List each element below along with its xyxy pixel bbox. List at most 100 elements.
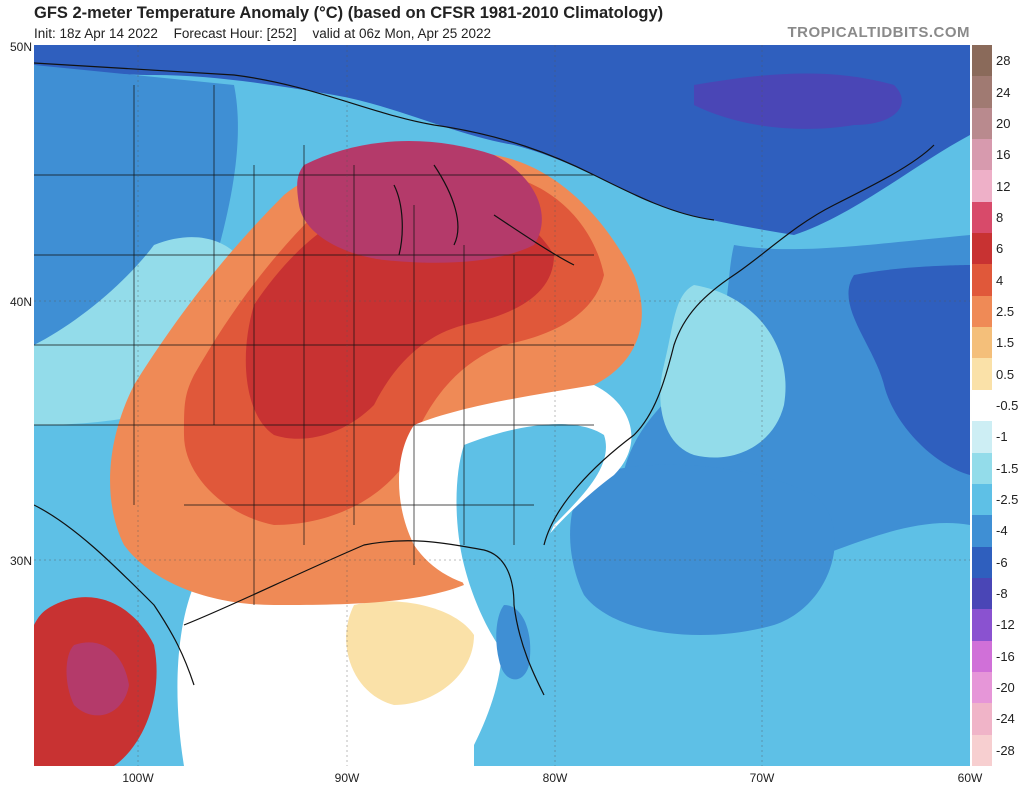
mexico-hot — [66, 642, 129, 716]
colorbar-level: 28 — [972, 45, 1022, 77]
great-lakes-outline — [393, 164, 575, 266]
great-lakes-hot — [297, 141, 542, 263]
map-canvas — [34, 45, 970, 766]
colorbar-label: 12 — [996, 178, 1011, 194]
colorbar-level: -20 — [972, 671, 1022, 704]
colorbar-label: 0.5 — [996, 366, 1015, 382]
northeast-coldest — [694, 73, 902, 129]
colorbar-label: -4 — [996, 523, 1008, 539]
colorbar-label: -20 — [996, 680, 1015, 696]
colorbar-level: 0.5 — [972, 358, 1022, 390]
lon-label-100w: 100W — [122, 771, 154, 785]
colorbar-label: 1.5 — [996, 335, 1015, 351]
colorbar-swatch — [972, 327, 992, 359]
colorbar-label: -6 — [996, 554, 1008, 570]
colorbar-label: 8 — [996, 209, 1004, 225]
init-time: Init: 18z Apr 14 2022 — [34, 26, 158, 41]
colorbar-label: 24 — [996, 84, 1011, 100]
map-title: GFS 2-meter Temperature Anomaly (°C) (ba… — [34, 4, 664, 22]
colorbar-swatch — [972, 452, 992, 484]
colorbar-label: 2.5 — [996, 303, 1015, 319]
subtropical-cold-pool — [570, 464, 835, 635]
coastline-gulf — [183, 540, 545, 696]
colorbar-label: -8 — [996, 586, 1008, 602]
colorbar-level: 6 — [972, 233, 1022, 265]
colorbar-level: -1 — [972, 421, 1022, 453]
colorbar-swatch — [972, 295, 992, 328]
border-canada — [34, 62, 715, 221]
colorbar-swatch — [972, 264, 992, 296]
colorbar-label: -28 — [996, 742, 1015, 758]
lon-label-80w: 80W — [542, 771, 568, 785]
colorbar-level: 16 — [972, 139, 1022, 171]
colorbar-swatch — [972, 45, 992, 77]
colorbar-level: -16 — [972, 640, 1022, 672]
colorbar-swatch — [972, 76, 992, 108]
florida-cold — [496, 605, 531, 680]
colorbar-label: 6 — [996, 241, 1004, 257]
colorbar-swatch — [972, 358, 992, 390]
lon-label-70w: 70W — [749, 771, 775, 785]
anomaly-map — [34, 45, 970, 766]
coastline-atlantic — [543, 144, 935, 546]
colorbar-swatch — [972, 640, 992, 672]
colorbar-label: -16 — [996, 648, 1015, 664]
colorbar-level: -2.5 — [972, 483, 1022, 516]
gulf-pale — [346, 601, 474, 705]
colorbar-label: -2.5 — [996, 492, 1019, 508]
colorbar-swatch — [972, 233, 992, 265]
colorbar-swatch — [972, 515, 992, 547]
colorbar-level: -1.5 — [972, 452, 1022, 484]
map-subtitle: Init: 18z Apr 14 2022 Forecast Hour: [25… — [34, 26, 503, 41]
colorbar-swatch — [972, 389, 992, 422]
colorbar-level: 1.5 — [972, 327, 1022, 359]
colorbar-level: 8 — [972, 201, 1022, 234]
state-borders — [34, 85, 634, 605]
colorbar-swatch — [972, 107, 992, 140]
colorbar-level: 12 — [972, 170, 1022, 202]
colorbar-level: -28 — [972, 734, 1022, 766]
atlantic-deep-cold — [848, 265, 970, 475]
colorbar-swatch — [972, 734, 992, 766]
colorbar-legend: 28 24 20 16 12 8 6 4 2.5 1.5 0.5 -0.5 -1 -1.5 -2.5 -4 -6… — [972, 45, 1022, 766]
colorbar-label: -1 — [996, 429, 1008, 445]
colorbar-swatch — [972, 421, 992, 453]
plains-cool-light — [34, 237, 254, 425]
colorbar-swatch — [972, 546, 992, 578]
lat-label-30n: 30N — [9, 554, 32, 568]
colorbar-swatch — [972, 201, 992, 234]
lat-lon-grid — [34, 45, 970, 766]
colorbar-level: -24 — [972, 703, 1022, 735]
map-boundaries — [34, 62, 935, 696]
forecast-hour: Forecast Hour: [252] — [173, 26, 297, 41]
colorbar-label: -12 — [996, 617, 1015, 633]
southeast-cool — [456, 424, 606, 665]
lon-label-60w: 60W — [957, 771, 983, 785]
site-credit: TROPICALTIDBITS.COM — [787, 24, 970, 41]
colorbar-swatch — [972, 483, 992, 516]
colorbar-label: 4 — [996, 272, 1004, 288]
colorbar-level: -4 — [972, 515, 1022, 547]
colorbar-swatch — [972, 577, 992, 610]
colorbar-label: 20 — [996, 115, 1011, 131]
colorbar-level: 2.5 — [972, 295, 1022, 328]
colorbar-swatch — [972, 703, 992, 735]
colorbar-label: 28 — [996, 53, 1011, 69]
colorbar-level: 4 — [972, 264, 1022, 296]
colorbar-level: -8 — [972, 577, 1022, 610]
colorbar-swatch — [972, 609, 992, 641]
coastal-cool — [660, 285, 786, 458]
lon-label-90w: 90W — [334, 771, 360, 785]
colorbar-swatch — [972, 671, 992, 704]
colorbar-swatch — [972, 139, 992, 171]
colorbar-level: -6 — [972, 546, 1022, 578]
colorbar-level: -0.5 — [972, 389, 1022, 422]
colorbar-label: -1.5 — [996, 460, 1019, 476]
valid-time: valid at 06z Mon, Apr 25 2022 — [312, 26, 492, 41]
colorbar-level: 20 — [972, 107, 1022, 140]
colorbar-label: 16 — [996, 147, 1011, 163]
colorbar-label: -0.5 — [996, 397, 1019, 413]
lat-label-50n: 50N — [9, 40, 32, 54]
colorbar-label: -24 — [996, 711, 1015, 727]
border-mexico — [34, 504, 195, 686]
